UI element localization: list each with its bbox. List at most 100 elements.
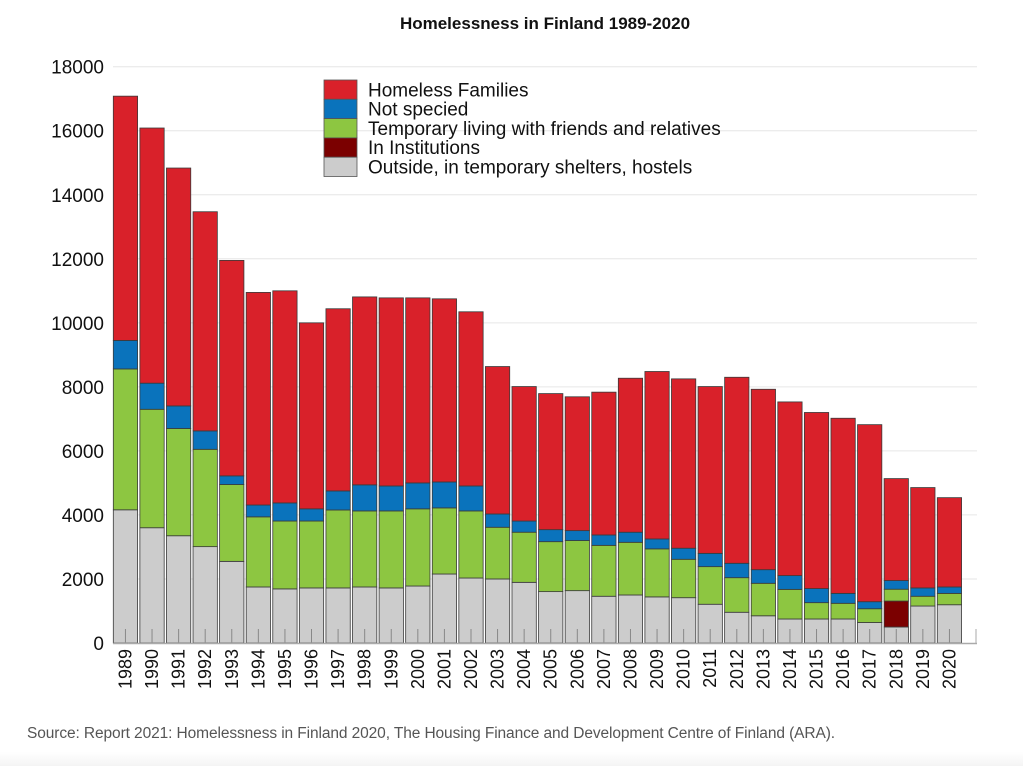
- x-tick-label: 2005: [541, 649, 561, 689]
- legend-swatch: [323, 98, 358, 120]
- x-tick-label: 2017: [860, 649, 880, 689]
- bar-segment: [219, 484, 245, 562]
- source-note: Source: Report 2021: Homelessness in Fin…: [27, 725, 835, 742]
- bar-segment: [245, 516, 271, 588]
- x-tick-label: 2009: [647, 649, 667, 689]
- bar-segment: [883, 478, 909, 581]
- bar-segment: [591, 544, 617, 597]
- bar-stack-1995: [272, 290, 298, 644]
- bar-segment: [936, 497, 962, 588]
- bar-segment: [272, 520, 298, 590]
- bar-segment: [803, 602, 830, 620]
- bar-segment: [298, 508, 325, 522]
- bar-segment: [139, 527, 165, 644]
- bar-segment: [564, 396, 590, 532]
- bar-segment: [591, 534, 617, 546]
- x-tick-label: 2010: [674, 649, 694, 689]
- bar-segment: [431, 298, 457, 483]
- bar-segment: [883, 588, 909, 602]
- bar-segment: [910, 595, 936, 607]
- bar-segment: [617, 531, 644, 543]
- bar-segment: [883, 600, 909, 628]
- bar-segment: [777, 588, 803, 620]
- bar-segment: [910, 487, 936, 589]
- bar-segment: [166, 167, 192, 407]
- bar-segment: [857, 601, 883, 610]
- x-tick-label: 1992: [195, 649, 215, 689]
- bar-segment: [910, 587, 936, 597]
- bar-segment: [750, 569, 776, 584]
- bar-stack-1992: [192, 211, 218, 644]
- bar-stack-2015: [803, 412, 830, 644]
- bar-segment: [166, 405, 192, 429]
- bar-segment: [405, 508, 431, 587]
- bar-segment: [724, 562, 750, 579]
- x-tick-label: 1989: [115, 649, 135, 689]
- x-tick-label: 1991: [169, 649, 189, 689]
- bar-segment: [671, 378, 697, 549]
- x-tick-label: 2014: [780, 649, 800, 689]
- bar-stack-2010: [671, 378, 697, 644]
- y-tick-label: 4000: [62, 506, 104, 527]
- bar-segment: [936, 592, 962, 606]
- bar-stack-1997: [325, 308, 351, 644]
- bar-segment: [458, 510, 484, 579]
- bar-segment: [192, 448, 218, 548]
- bar-segment: [777, 401, 803, 577]
- bar-segment: [883, 580, 909, 590]
- bar-segment: [617, 377, 644, 533]
- bar-segment: [803, 412, 830, 589]
- bar-segment: [378, 297, 404, 487]
- x-tick-label: 1999: [381, 649, 401, 689]
- bar-segment: [352, 510, 378, 588]
- x-tick-label: 2013: [753, 649, 773, 689]
- bar-segment: [139, 408, 165, 529]
- chart-title: Homelessness in Finland 1989-2020: [399, 14, 691, 33]
- bar-segment: [192, 546, 218, 644]
- bar-stack-2014: [777, 401, 803, 644]
- y-tick-label: 16000: [51, 122, 104, 143]
- bar-segment: [538, 529, 564, 543]
- legend-swatch: [323, 137, 358, 158]
- legend-swatch: [323, 156, 358, 177]
- x-tick-label: 2012: [727, 649, 747, 689]
- bar-segment: [485, 526, 511, 580]
- bar-stack-1999: [378, 297, 404, 644]
- bar-stack-1990: [139, 127, 165, 644]
- bar-segment: [378, 485, 404, 512]
- x-tick-label: 2006: [567, 649, 587, 689]
- y-tick-label: 10000: [51, 314, 104, 335]
- bar-segment: [564, 540, 590, 592]
- bar-segment: [378, 510, 404, 589]
- bar-stack-1998: [352, 296, 378, 644]
- bar-segment: [298, 322, 325, 510]
- bar-stack-2003: [485, 366, 511, 644]
- bar-segment: [857, 608, 883, 623]
- bar-segment: [245, 504, 271, 518]
- bar-segment: [777, 575, 803, 590]
- bar-segment: [166, 535, 192, 644]
- x-tick-label: 1994: [248, 649, 268, 689]
- bar-stack-2020: [936, 497, 962, 644]
- bar-segment: [750, 582, 776, 617]
- bar-segment: [139, 382, 165, 410]
- bar-segment: [511, 531, 537, 583]
- x-tick-label: 2000: [408, 649, 428, 689]
- y-tick-label: 14000: [51, 186, 104, 207]
- x-tick-label: 2008: [620, 649, 640, 689]
- x-tick-label: 1990: [142, 649, 162, 689]
- bar-segment: [830, 592, 856, 604]
- x-tick-label: 1998: [355, 649, 375, 689]
- bar-segment: [325, 308, 351, 492]
- bar-segment: [112, 340, 139, 370]
- y-tick-label: 8000: [62, 378, 104, 399]
- bar-stack-2001: [431, 298, 457, 644]
- bar-segment: [538, 393, 564, 531]
- bar-segment: [352, 484, 378, 512]
- bar-segment: [192, 211, 218, 432]
- bar-stack-2005: [538, 393, 564, 644]
- x-tick-label: 1995: [275, 649, 295, 689]
- bars: [112, 95, 962, 644]
- bar-segment: [112, 368, 139, 511]
